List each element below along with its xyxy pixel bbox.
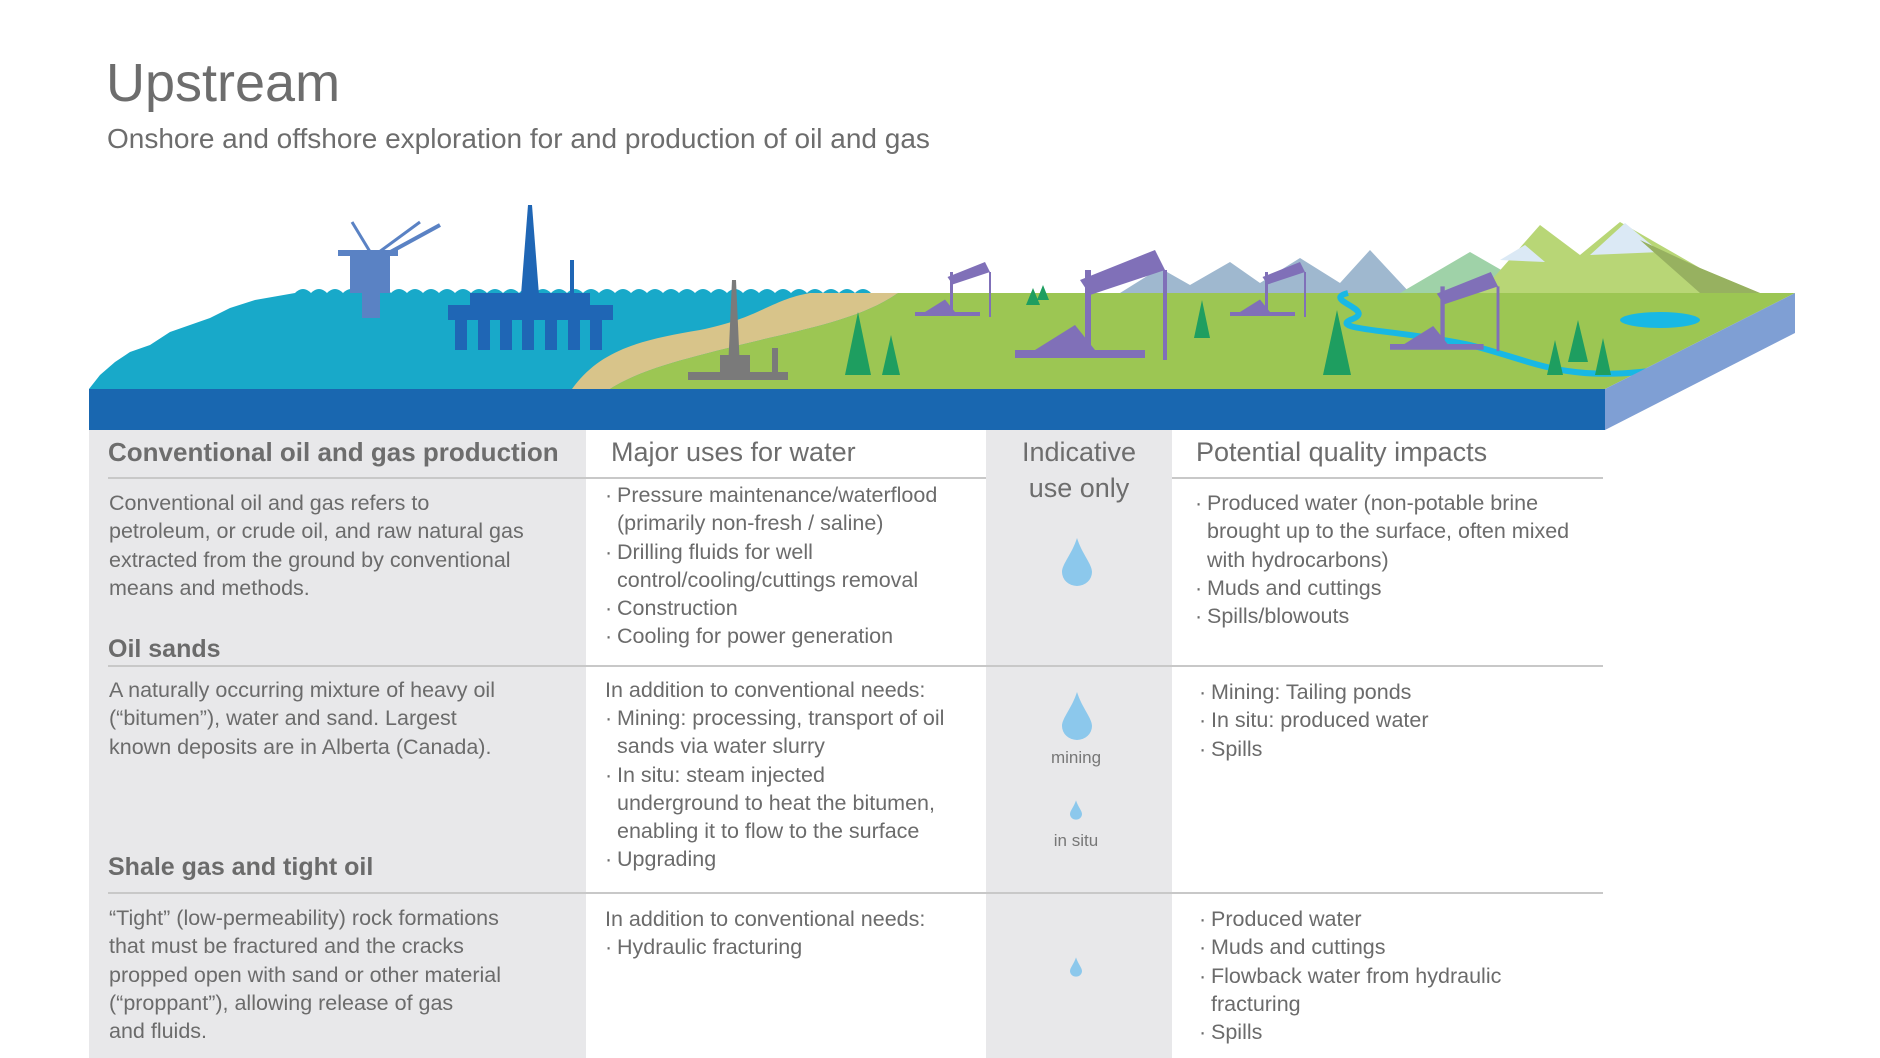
base-side [1605, 293, 1795, 430]
shale-impacts-list: Produced water Muds and cuttings Flowbac… [1199, 905, 1501, 1047]
header-quality-impacts: Potential quality impacts [1196, 437, 1488, 467]
shale-uses-list: Hydraulic fracturing [605, 933, 802, 962]
section-title-shale-gas: Shale gas and tight oil [108, 853, 374, 881]
list-item: Spills/blowouts [1195, 602, 1569, 631]
list-item: Mining: processing, transport of oil san… [605, 704, 944, 761]
row-divider [108, 892, 1603, 894]
water-drop-in-situ-icon [1070, 800, 1082, 820]
page-title: Upstream [106, 53, 341, 113]
list-item: Muds and cuttings [1199, 933, 1501, 962]
oil-sands-uses-intro: In addition to conventional needs: [605, 678, 926, 702]
offshore-platform-icon [338, 220, 441, 318]
conventional-description: Conventional oil and gas refers to petro… [109, 491, 524, 600]
list-item: In situ: produced water [1199, 706, 1429, 735]
onshore-rig-icon [688, 280, 788, 380]
column-background-indicative [986, 430, 1172, 1058]
list-item: Produced water (non-potable brine brough… [1195, 489, 1569, 574]
list-item: Upgrading [605, 845, 944, 874]
header-divider [108, 477, 986, 479]
list-item: Cooling for power generation [605, 622, 937, 651]
header-production-type: Conventional oil and gas production [108, 437, 559, 467]
shale-uses-intro: In addition to conventional needs: [605, 907, 926, 931]
mountains [1120, 222, 1760, 293]
list-item: Spills [1199, 1018, 1501, 1047]
conventional-impacts-list: Produced water (non-potable brine brough… [1195, 489, 1569, 631]
list-item: Flowback water from hydraulic fracturing [1199, 962, 1501, 1019]
header-major-uses: Major uses for water [611, 437, 856, 467]
section-title-oil-sands: Oil sands [108, 635, 221, 663]
list-item: Pressure maintenance/waterflood (primari… [605, 481, 937, 538]
pumpjack-icons [915, 250, 1500, 360]
water-drop-mining-icon [1062, 692, 1092, 740]
tree-icons [845, 285, 1611, 375]
water-drop-small-icon [1070, 957, 1082, 977]
list-item: Produced water [1199, 905, 1501, 934]
list-item: Drilling fluids for well control/cooling… [605, 538, 937, 595]
water-drop-large-icon [1062, 538, 1092, 586]
row-divider [108, 665, 1603, 667]
list-item: Spills [1199, 735, 1429, 764]
drilling-rig-icon [448, 205, 613, 350]
base-front [89, 389, 1605, 430]
list-item: Muds and cuttings [1195, 574, 1569, 603]
header-indicative-use: Indicative use only [1021, 437, 1137, 503]
list-item: Hydraulic fracturing [605, 933, 802, 962]
header-divider [1172, 477, 1603, 479]
lake [1620, 312, 1700, 328]
label-in-situ: in situ [1053, 831, 1099, 850]
shale-description: “Tight” (low-permeability) rock formatio… [109, 906, 502, 1044]
upstream-landscape-illustration [89, 205, 1795, 430]
label-mining: mining [1050, 748, 1102, 767]
list-item: Construction [605, 594, 937, 623]
page-subtitle: Onshore and offshore exploration for and… [107, 123, 930, 154]
oil-sands-description: A naturally occurring mixture of heavy o… [109, 678, 495, 759]
oil-sands-impacts-list: Mining: Tailing ponds In situ: produced … [1199, 678, 1429, 763]
column-background-type [89, 430, 586, 1058]
conventional-uses-list: Pressure maintenance/waterflood (primari… [605, 481, 937, 651]
list-item: Mining: Tailing ponds [1199, 678, 1429, 707]
list-item: In situ: steam injected underground to h… [605, 761, 944, 846]
oil-sands-uses-list: Mining: processing, transport of oil san… [605, 704, 944, 874]
